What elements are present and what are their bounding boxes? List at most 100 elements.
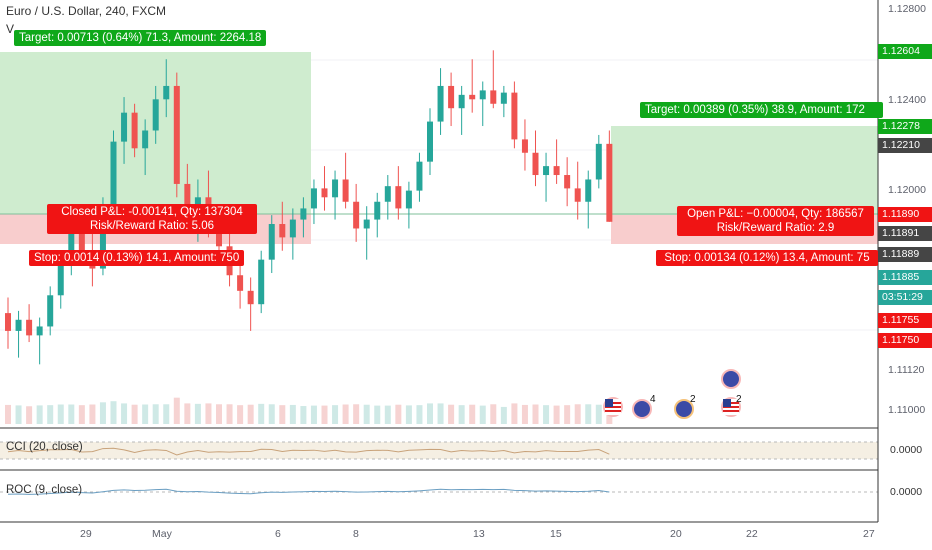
candle-body xyxy=(184,183,191,209)
event-count: 4 xyxy=(650,394,656,405)
short-stop-label[interactable]: Stop: 0.00134 (0.12%) 13.4, Amount: 75 xyxy=(656,250,878,266)
long-rr-text: Risk/Reward Ratio: 5.06 xyxy=(90,220,214,232)
candle-body xyxy=(321,188,328,198)
volume-bar xyxy=(26,406,33,424)
short-pnl-label[interactable]: Open P&L: −0.00004, Qty: 186567 Risk/Rew… xyxy=(677,206,874,236)
candle-body xyxy=(300,208,307,220)
volume-bar xyxy=(342,404,349,424)
volume-bar xyxy=(479,405,486,424)
candle-body xyxy=(342,179,349,202)
candle-body xyxy=(543,166,550,176)
time-tick: 6 xyxy=(275,528,281,540)
candle-body xyxy=(99,208,106,269)
volume-bar xyxy=(469,404,476,424)
volume-bar xyxy=(99,402,106,424)
volume-bar xyxy=(184,403,191,424)
candle-body xyxy=(427,121,433,162)
candle-body xyxy=(384,186,391,202)
short-target-price-tag: 1.12278 xyxy=(878,119,932,134)
long-target-price-tag: 1.12604 xyxy=(878,44,932,59)
stop-price-tag: 1.11890 xyxy=(878,207,932,222)
candle-body xyxy=(405,190,412,209)
stop-price-tag: 1.11755 xyxy=(878,313,932,328)
time-tick: 29 xyxy=(80,528,92,540)
candle-body xyxy=(110,141,117,209)
candle-body xyxy=(521,139,528,153)
us-flag-icon[interactable] xyxy=(603,397,623,417)
volume-bar xyxy=(532,404,539,424)
volume-study-label[interactable]: V xyxy=(6,22,15,36)
short-target-zone[interactable] xyxy=(611,126,878,215)
volume-bar xyxy=(131,404,138,424)
volume-bar xyxy=(57,404,64,424)
volume-bar xyxy=(173,397,180,424)
volume-bar xyxy=(500,406,507,424)
candle-body xyxy=(310,188,317,209)
eu-flag-icon[interactable] xyxy=(632,399,652,419)
volume-bar xyxy=(152,404,159,424)
candle-body xyxy=(194,197,201,209)
time-tick: 20 xyxy=(670,528,682,540)
candle-body xyxy=(490,90,497,104)
candle-body xyxy=(595,143,602,180)
volume-bar xyxy=(490,404,497,424)
long-target-label[interactable]: Target: 0.00713 (0.64%) 71.3, Amount: 22… xyxy=(14,30,267,46)
time-tick: 27 xyxy=(863,528,875,540)
us-flag-icon[interactable] xyxy=(721,397,741,417)
candle-body xyxy=(511,92,518,140)
time-tick: 15 xyxy=(550,528,562,540)
volume-bar xyxy=(226,404,233,424)
candle-body xyxy=(374,201,381,220)
candle-body xyxy=(279,224,286,238)
candle-body xyxy=(564,175,571,189)
candle-body xyxy=(258,259,265,305)
candle-body xyxy=(500,92,507,104)
volume-bar xyxy=(553,405,560,424)
volume-bar xyxy=(237,405,244,424)
cci-band xyxy=(0,442,878,459)
candle-body xyxy=(36,326,43,336)
candle-body xyxy=(237,275,244,291)
short-target-label[interactable]: Target: 0.00389 (0.35%) 38.9, Amount: 17… xyxy=(640,102,883,118)
candle-body xyxy=(15,319,22,331)
candle-body xyxy=(574,188,581,202)
volume-bar xyxy=(78,405,85,424)
volume-bar xyxy=(268,404,275,424)
long-stop-label[interactable]: Stop: 0.0014 (0.13%) 14.1, Amount: 750 xyxy=(29,250,245,266)
volume-bar xyxy=(258,403,265,424)
candle-body xyxy=(469,94,476,100)
candle-body xyxy=(163,85,170,100)
volume-bar xyxy=(321,405,328,424)
long-pnl-label[interactable]: Closed P&L: -0.00141, Qty: 137304 Risk/R… xyxy=(47,204,257,234)
entry-price-tag: 1.11891 xyxy=(878,226,932,241)
candle-body xyxy=(585,179,592,202)
candle-body xyxy=(5,313,11,331)
eu-flag-icon[interactable] xyxy=(674,399,694,419)
candle-body xyxy=(479,90,486,100)
time-tick: 22 xyxy=(746,528,758,540)
eu-flag-icon[interactable] xyxy=(721,369,741,389)
volume-bar xyxy=(416,405,423,424)
roc-label[interactable]: ROC (9, close) xyxy=(6,484,83,496)
candle-body xyxy=(395,186,402,209)
volume-bar xyxy=(427,403,433,424)
candle-body xyxy=(268,224,275,260)
volume-bar xyxy=(216,404,222,424)
cci-label[interactable]: CCI (20, close) xyxy=(6,441,83,453)
time-tick: May xyxy=(152,528,172,540)
candle-body xyxy=(532,152,539,176)
volume-bar xyxy=(5,404,11,424)
symbol-title[interactable]: Euro / U.S. Dollar, 240, FXCM xyxy=(6,4,167,18)
volume-bar xyxy=(448,404,455,424)
candle-body xyxy=(606,143,613,222)
candle-body xyxy=(26,319,33,336)
long-closed-pnl-text: Closed P&L: -0.00141, Qty: 137304 xyxy=(61,206,243,218)
candle-body xyxy=(332,179,339,198)
last-price-tag: 1.11885 xyxy=(878,270,932,285)
price-tick: 1.12000 xyxy=(888,184,926,196)
short-open-pnl-text: Open P&L: −0.00004, Qty: 186567 xyxy=(687,208,864,220)
volume-bar xyxy=(89,404,96,424)
volume-bar xyxy=(300,406,307,424)
stop-price-tag: 1.11750 xyxy=(878,333,932,348)
